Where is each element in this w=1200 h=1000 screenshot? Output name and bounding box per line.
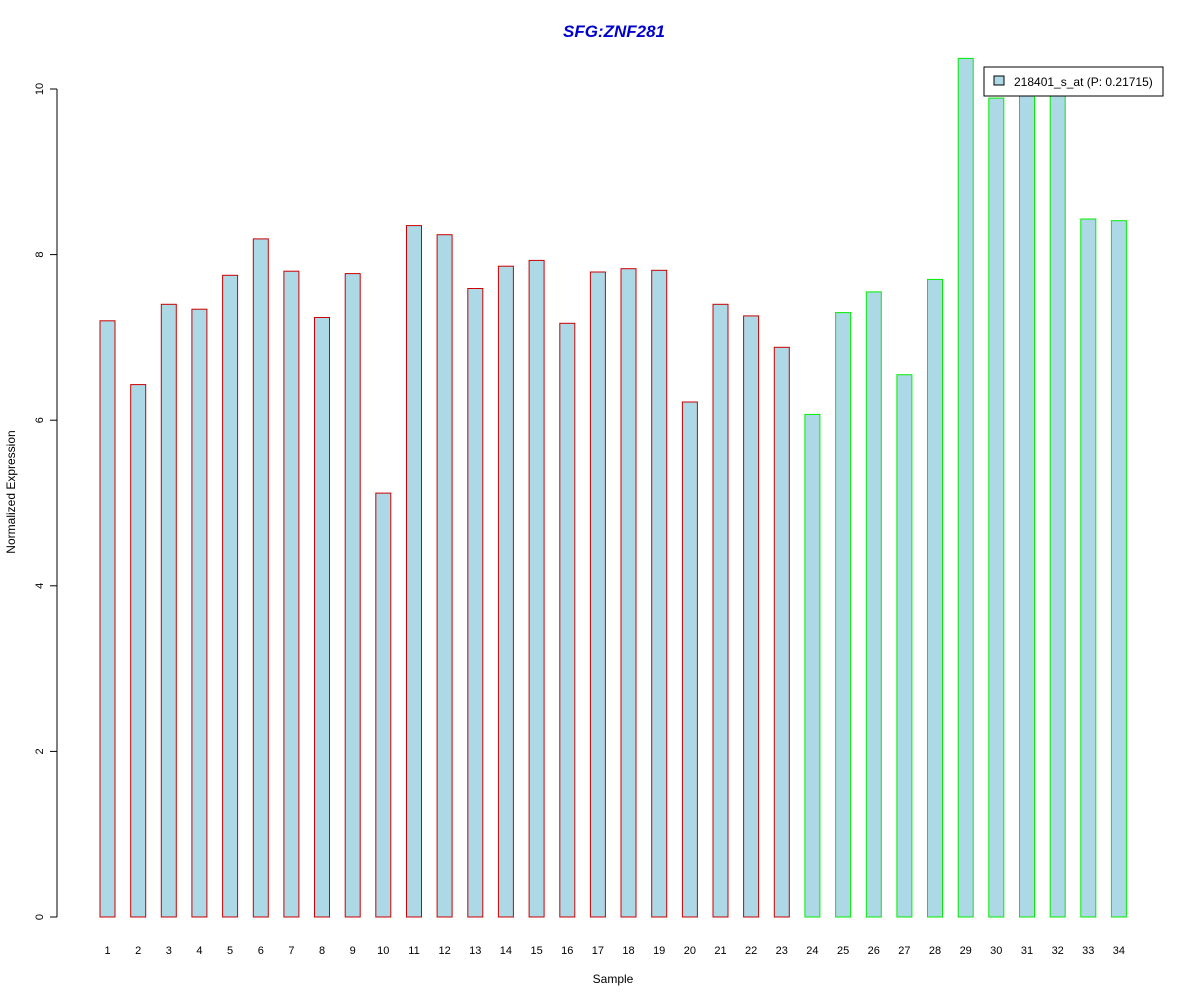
x-axis-label: Sample xyxy=(593,972,634,986)
bar-sample-24 xyxy=(804,413,821,918)
bar-sample-16 xyxy=(559,322,576,918)
x-tick-label: 20 xyxy=(684,945,696,957)
bar-sample-17 xyxy=(589,271,606,918)
x-tick-label: 15 xyxy=(530,945,542,957)
x-tick-label: 14 xyxy=(500,945,512,957)
x-tick-label: 1 xyxy=(104,945,110,957)
x-tick-label: 13 xyxy=(469,945,481,957)
x-tick-label: 21 xyxy=(714,945,726,957)
x-tick-label: 6 xyxy=(258,945,264,957)
legend-box xyxy=(983,66,1164,97)
x-tick-label: 25 xyxy=(837,945,849,957)
y-axis-label: Normalized Expression xyxy=(4,430,18,553)
bar-sample-6 xyxy=(252,238,269,918)
bars xyxy=(99,57,1127,918)
bar-sample-8 xyxy=(314,317,330,918)
bar-sample-19 xyxy=(651,269,668,918)
bar-sample-23 xyxy=(773,346,790,918)
bar-sample-32 xyxy=(1049,92,1066,918)
bar-sample-34 xyxy=(1110,220,1127,918)
x-tick-label: 11 xyxy=(408,945,419,957)
bar-sample-27 xyxy=(896,374,913,918)
bar-sample-18 xyxy=(620,268,637,918)
y-tick-label: 6 xyxy=(34,417,46,423)
bar-sample-15 xyxy=(528,259,545,918)
bar-sample-1 xyxy=(99,320,116,918)
bar-sample-2 xyxy=(130,384,147,918)
bar-sample-9 xyxy=(344,273,361,918)
x-tick-label: 12 xyxy=(438,945,450,957)
x-tick-label: 29 xyxy=(960,945,972,957)
bar-sample-4 xyxy=(191,308,208,918)
y-tick-label: 10 xyxy=(34,83,46,95)
x-tick-label: 26 xyxy=(868,945,880,957)
bar-sample-12 xyxy=(436,234,453,918)
y-tick-label: 8 xyxy=(34,252,46,258)
bar-sample-22 xyxy=(743,315,760,918)
bar-sample-11 xyxy=(406,225,422,918)
bar-sample-13 xyxy=(467,288,484,918)
x-tick-label: 31 xyxy=(1021,945,1033,957)
bar-sample-30 xyxy=(988,97,1005,918)
chart-title: SFG:ZNF281 xyxy=(563,22,665,41)
x-tick-labels: 1 2 3 4 5 6 7 8 9 10 11 12 13 14 15 16 17 18 19 20 21 22 23 24 2… xyxy=(104,945,1125,957)
x-tick-label: 23 xyxy=(776,945,788,957)
bar-sample-7 xyxy=(283,270,300,918)
bar-sample-28 xyxy=(927,278,943,918)
x-tick-label: 24 xyxy=(806,945,818,957)
x-tick-label: 2 xyxy=(135,945,141,957)
x-tick-label: 9 xyxy=(350,945,356,957)
bar-sample-31 xyxy=(1019,92,1035,918)
legend-swatch xyxy=(993,75,1005,86)
bar-sample-14 xyxy=(497,265,514,918)
bar-sample-3 xyxy=(160,303,177,918)
x-tick-label: 16 xyxy=(561,945,573,957)
x-tick-label: 27 xyxy=(898,945,910,957)
bar-sample-10 xyxy=(375,492,392,918)
x-tick-label: 7 xyxy=(288,945,294,957)
x-tick-label: 30 xyxy=(990,945,1002,957)
bar-sample-20 xyxy=(681,401,698,918)
legend: 218401_s_at (P: 0.21715) xyxy=(983,66,1164,97)
x-tick-label: 22 xyxy=(745,945,757,957)
x-tick-label: 17 xyxy=(592,945,604,957)
x-tick-label: 4 xyxy=(196,945,202,957)
x-tick-label: 10 xyxy=(377,945,389,957)
x-tick-label: 32 xyxy=(1052,945,1064,957)
x-tick-label: 18 xyxy=(622,945,634,957)
x-tick-label: 5 xyxy=(227,945,233,957)
y-tick-label: 0 xyxy=(34,914,46,920)
bar-sample-33 xyxy=(1080,218,1097,918)
x-tick-label: 8 xyxy=(319,945,325,957)
bar-sample-26 xyxy=(865,291,882,918)
bar-sample-21 xyxy=(712,303,729,918)
x-tick-label: 34 xyxy=(1113,945,1125,957)
bar-sample-25 xyxy=(835,312,852,918)
bar-sample-29 xyxy=(957,57,974,918)
x-tick-label: 3 xyxy=(166,945,172,957)
y-tick-label: 2 xyxy=(34,748,46,754)
legend-label: 218401_s_at (P: 0.21715) xyxy=(1014,75,1153,89)
x-tick-label: 28 xyxy=(929,945,941,957)
y-axis: 0 2 4 6 8 10 xyxy=(34,83,58,920)
x-tick-label: 33 xyxy=(1082,945,1094,957)
y-tick-label: 4 xyxy=(34,583,46,589)
x-tick-label: 19 xyxy=(653,945,665,957)
bar-sample-5 xyxy=(222,274,239,918)
